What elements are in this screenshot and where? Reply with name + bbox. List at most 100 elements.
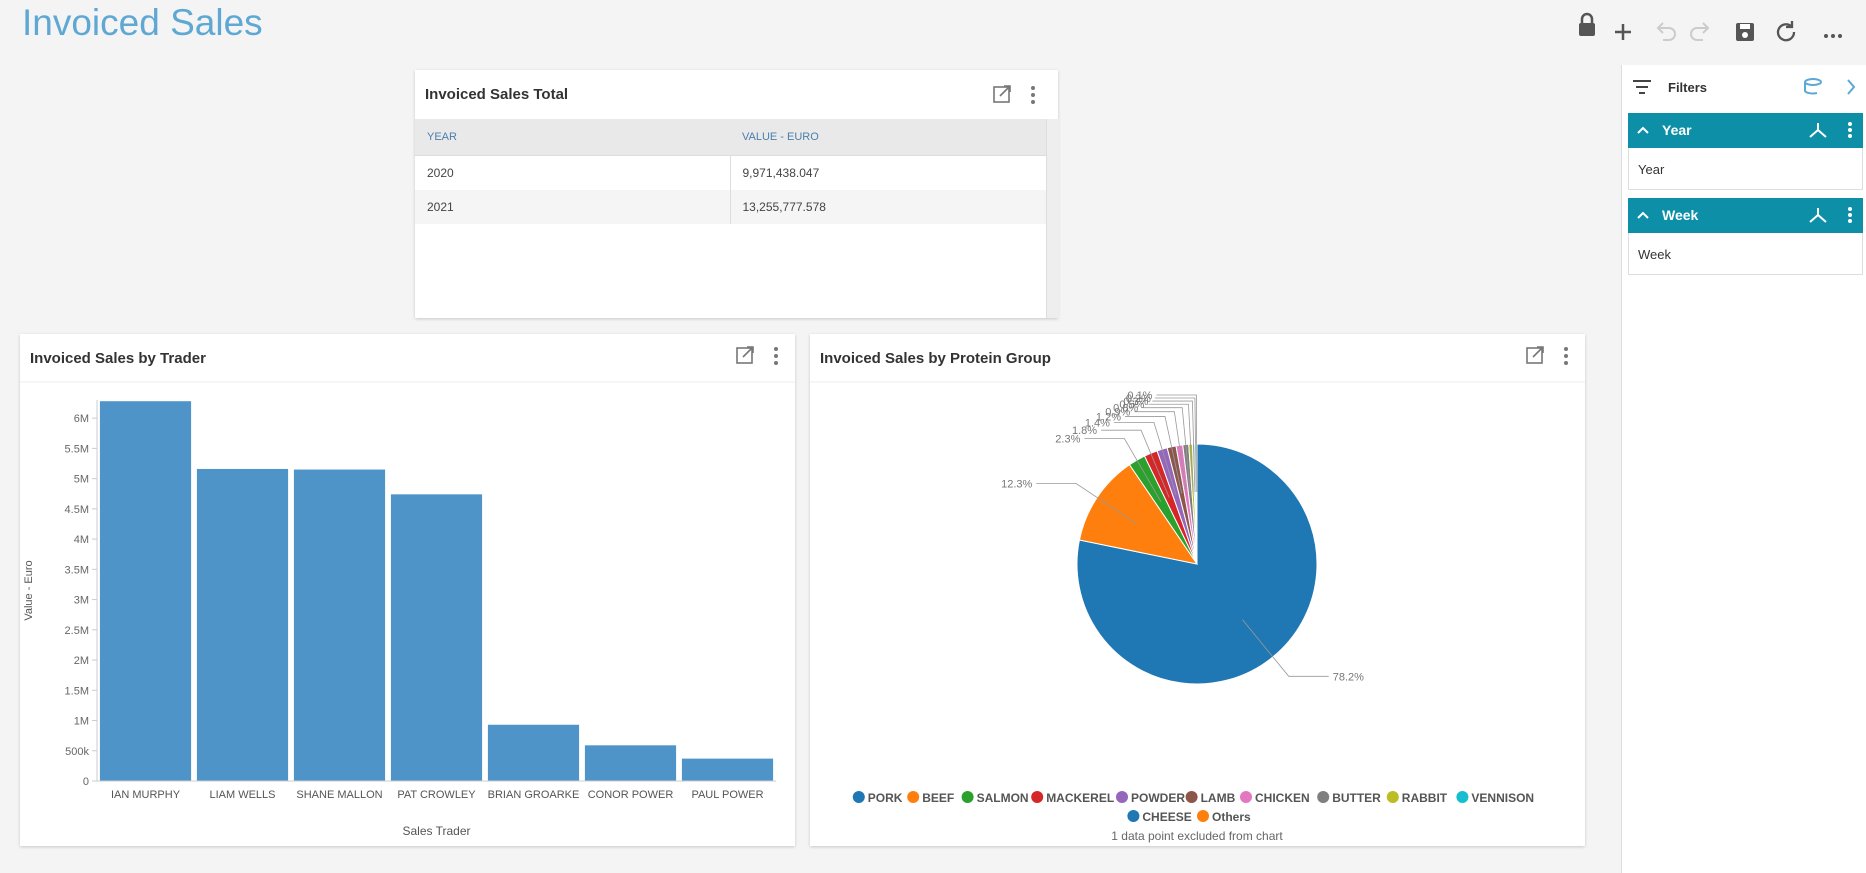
legend-label: RABBIT	[1402, 791, 1448, 805]
value-label: 0.1%	[1127, 390, 1152, 402]
expand-arrow	[1532, 346, 1544, 358]
bar	[99, 401, 192, 781]
widget-title: Invoiced Sales Total	[425, 86, 569, 103]
legend-swatch	[1197, 810, 1209, 822]
menu-dot	[1848, 219, 1852, 223]
hierarchy-icon	[1809, 123, 1827, 138]
value-label: 12.3%	[1001, 479, 1032, 491]
bar	[390, 494, 483, 781]
legend-label: VENNISON	[1471, 791, 1534, 805]
legend-label: Others	[1212, 810, 1251, 824]
legend-swatch	[1386, 791, 1399, 803]
menu-dot	[1848, 134, 1852, 138]
bar	[487, 724, 580, 781]
legend-swatch	[961, 791, 974, 803]
legend-label: POWDER	[1131, 791, 1185, 805]
leader-line	[1113, 422, 1177, 496]
filter-header[interactable]: Year	[1628, 113, 1863, 148]
bar	[293, 469, 386, 781]
redo-icon[interactable]	[1690, 22, 1710, 41]
filter-box[interactable]: Week	[1628, 233, 1863, 275]
bar	[584, 745, 677, 781]
x-tick-label: SHANE MALLON	[296, 789, 382, 801]
refresh-icon[interactable]	[1776, 21, 1796, 42]
value-label: 1.4%	[1085, 417, 1110, 429]
filters-panel: Filters Year Year Week Week	[1621, 65, 1866, 873]
filter-name: Year	[1662, 122, 1692, 138]
cell: 2020	[415, 155, 731, 190]
filter-placeholder: Year	[1638, 162, 1665, 177]
value-label: 78.2%	[1333, 671, 1364, 683]
filter-icons: Week	[1637, 207, 1852, 223]
y-tick-label: 6M	[74, 413, 89, 425]
expand-icon	[1526, 347, 1543, 364]
cell: 2021	[415, 190, 731, 224]
leader-line	[1148, 403, 1194, 493]
value-label: 0.8%	[1113, 403, 1138, 415]
data-table: YEAR VALUE - EURO 2020 9,971,438.047 2021 1…	[415, 119, 1046, 224]
legend-label: CHICKEN	[1255, 791, 1310, 805]
menu-dot	[1848, 128, 1852, 132]
hierarchy-icon	[1809, 208, 1827, 223]
y-tick-label: 5.5M	[65, 443, 89, 455]
bar	[681, 758, 774, 781]
filter-icons: Year	[1637, 122, 1852, 138]
leader-line	[1101, 429, 1170, 498]
y-tick-label: 3.5M	[65, 564, 89, 576]
filter-box[interactable]: Year	[1628, 148, 1863, 190]
pie-widget: Invoiced Sales by Protein Group 78.2% 12.3…	[810, 334, 1585, 846]
add-icon[interactable]	[1615, 24, 1631, 40]
y-tick-label: 5M	[74, 474, 89, 486]
lock-icon[interactable]	[1579, 12, 1595, 36]
column-header: YEAR	[415, 119, 730, 156]
y-tick-label: 1M	[74, 716, 89, 728]
value-label: 0.3%	[1123, 396, 1148, 408]
y-tick-label: 500k	[65, 746, 89, 758]
menu-dot	[1848, 122, 1852, 126]
filter-header[interactable]: Week	[1628, 198, 1863, 233]
collapse-icon	[1637, 126, 1649, 134]
leader-line	[1152, 400, 1196, 493]
y-tick-label: 0	[83, 776, 89, 788]
legend-label: LAMB	[1201, 791, 1236, 805]
value-label: 0.2%	[1126, 393, 1151, 405]
undo-icon[interactable]	[1656, 22, 1676, 41]
value-label: 2.3%	[1055, 434, 1080, 446]
table-widget: Invoiced Sales Total YEAR VALUE - EURO 20…	[415, 70, 1059, 318]
leader-line	[1154, 397, 1197, 493]
x-tick-label: PAUL POWER	[691, 789, 763, 801]
y-tick-label: 2M	[74, 655, 89, 667]
menu-dot	[1848, 207, 1852, 211]
leader-line	[1156, 394, 1198, 493]
legend-swatch	[1031, 791, 1044, 803]
legend-swatch	[1185, 791, 1198, 803]
y-tick-label: 1.5M	[65, 685, 89, 697]
legend-label: BUTTER	[1332, 791, 1381, 805]
x-tick-label: IAN MURPHY	[111, 789, 181, 801]
value-label: 0.9%	[1105, 407, 1130, 419]
legend-label: PORK	[868, 791, 903, 805]
legend-swatch	[1127, 810, 1140, 822]
chart-note: 1 data point excluded from chart	[1111, 829, 1283, 843]
y-tick-label: 2.5M	[65, 625, 89, 637]
toolbar	[1579, 12, 1842, 42]
expand-icon	[736, 347, 753, 364]
filter-placeholder: Week	[1638, 247, 1671, 262]
more-icon[interactable]	[1824, 34, 1842, 38]
leader-line	[1242, 619, 1329, 677]
y-axis-label: Value - Euro	[23, 560, 35, 620]
legend-label: SALMON	[977, 791, 1029, 805]
leader-line	[1124, 416, 1183, 494]
y-tick-label: 3M	[74, 595, 89, 607]
legend-label: MACKEREL	[1046, 791, 1114, 805]
menu-dot	[1564, 354, 1568, 358]
value-label: 0.5%	[1119, 399, 1144, 411]
x-tick-label: CONOR POWER	[588, 789, 674, 801]
chart: Invoiced Sales by Trader 0 500k 1M 1.5M 2M 2.5…	[20, 346, 795, 838]
legend-swatch	[907, 791, 920, 803]
save-icon[interactable]	[1736, 23, 1754, 41]
leader-line	[1036, 483, 1138, 525]
filter-tools[interactable]	[1802, 75, 1862, 99]
menu-dot	[774, 347, 778, 351]
